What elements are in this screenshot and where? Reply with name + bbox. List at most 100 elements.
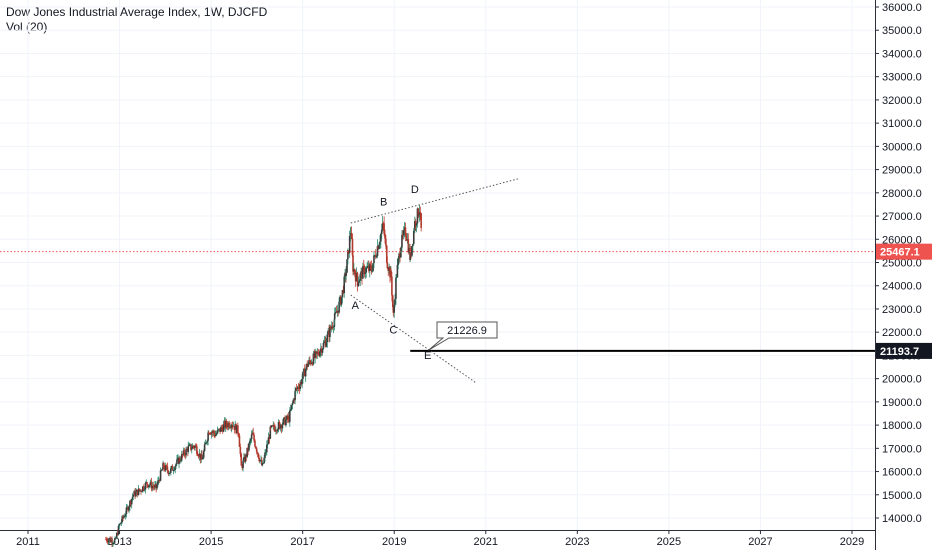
candle-body [326,334,329,342]
candle-body [159,470,162,481]
y-axis-labels: 36000.0 35000.0 34000.0 33000.0 32000.0 31000… [875,2,922,525]
y-axis-tick-label: 33000.0 [882,72,922,84]
candle-body [130,498,133,505]
y-axis-tick-label: 34000.0 [882,48,922,60]
candle-body [329,326,331,338]
candle-body [204,442,207,445]
candle-body [116,533,119,535]
candle-body [138,488,141,491]
wave-label-a: A [352,300,360,312]
x-axis-tick-label: 2017 [290,536,314,548]
candle-body [395,277,397,299]
candle-body [257,453,260,458]
candle-body [380,233,382,242]
candle-body [149,481,152,485]
candle-body [141,486,144,492]
candle-body [417,208,420,217]
candle-body [404,234,407,236]
candle-body [211,432,214,434]
candle-body [130,500,132,505]
candle-body [239,446,242,454]
candle-body [179,458,181,461]
candle-body [368,266,370,271]
candle-body [390,270,392,277]
candle-body [251,432,254,435]
candle-body [127,507,129,511]
candle-body [162,463,164,469]
candle-body [379,241,381,245]
candle-body [220,426,222,432]
candle-body [419,212,422,214]
candle-body [134,491,136,497]
candle-body [228,423,231,428]
candle-body [333,313,336,320]
candle-body [142,486,145,490]
candle-body [114,538,116,540]
candle-body [189,444,191,446]
candle-body [180,454,183,461]
candle-body [248,443,250,451]
candle-body [288,415,290,422]
candle-body [399,253,401,258]
candle-body [407,239,410,253]
candle-body [249,440,251,444]
candle-body [115,537,117,539]
candle-body [313,353,316,358]
candle-body [383,223,385,234]
candle-body [267,437,270,444]
candle-body [303,368,306,377]
candle-body [375,256,378,258]
chart-title: Dow Jones Industrial Average Index, 1W, … [6,5,268,19]
candle-body [108,538,111,541]
candle-body [213,431,215,434]
candle-body [106,540,109,543]
candle-body [337,310,340,313]
candle-body [371,270,374,272]
x-axis-tick-label: 2015 [199,536,223,548]
candle-body [256,452,259,454]
candle-body [304,369,307,377]
candle-body [160,470,163,472]
x-axis-tick-label: 2023 [565,536,589,548]
candle-body [151,485,154,489]
candle-body [158,480,160,482]
candle-body [279,425,282,429]
candle-body [366,267,368,269]
candle-body [405,235,408,241]
candle-body [301,378,303,385]
candle-body [273,425,275,429]
candle-body [132,495,135,497]
candle-body [231,425,234,427]
candle-body [216,430,219,434]
candle-body [264,452,266,458]
candle-body [224,421,227,428]
candle-body [144,482,147,490]
candle-body [169,472,171,474]
candle-body [347,250,349,260]
candle-body [320,348,323,353]
candle-body [374,255,376,257]
candle-body [252,432,254,435]
candle-body [183,450,186,455]
candle-body [176,459,178,464]
candle-body [384,233,386,239]
lower-trendline [350,294,477,384]
candle-body [369,264,372,267]
candle-body [397,258,400,265]
candle-body [354,274,357,282]
x-axis-tick-label: 2025 [657,536,681,548]
candle-body [420,213,422,228]
x-axis-tick-label: 2019 [382,536,406,548]
candle-body [255,448,258,453]
candle-body [357,282,360,286]
candle-body [236,425,238,434]
candle-body [262,463,265,464]
candle-body [394,298,396,305]
candle-body [269,426,272,428]
candle-body [203,444,206,452]
candle-body [167,470,170,474]
candle-body [320,348,322,352]
candle-body [140,490,142,492]
y-axis-tick-label: 18000.0 [882,420,922,432]
